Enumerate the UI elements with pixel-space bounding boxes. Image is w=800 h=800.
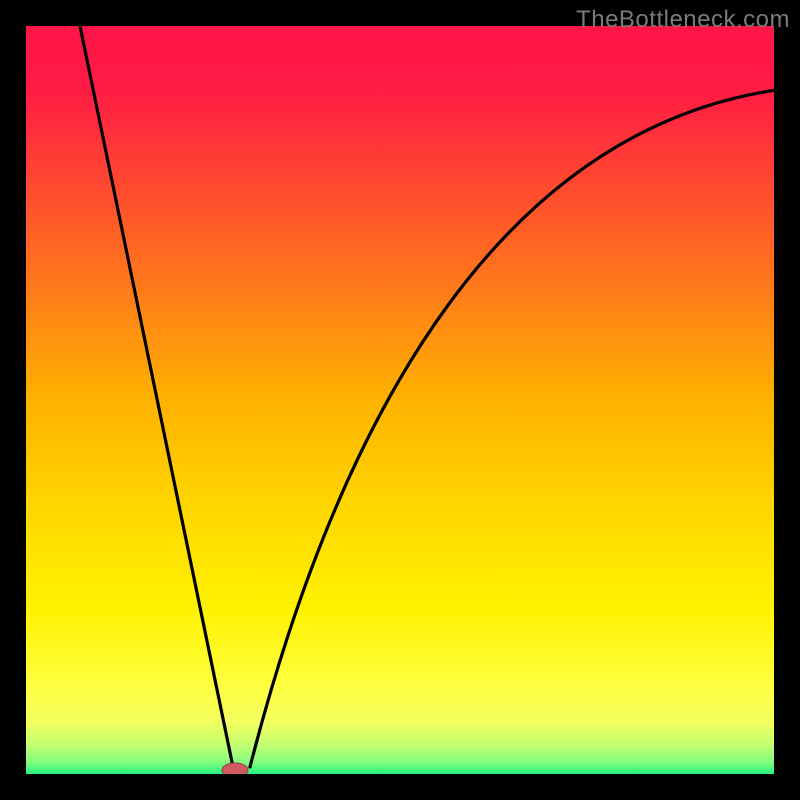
chart-container: TheBottleneck.com: [0, 0, 800, 800]
plot-area: [26, 26, 774, 774]
source-watermark: TheBottleneck.com: [576, 6, 790, 34]
bottleneck-chart: [0, 0, 800, 800]
